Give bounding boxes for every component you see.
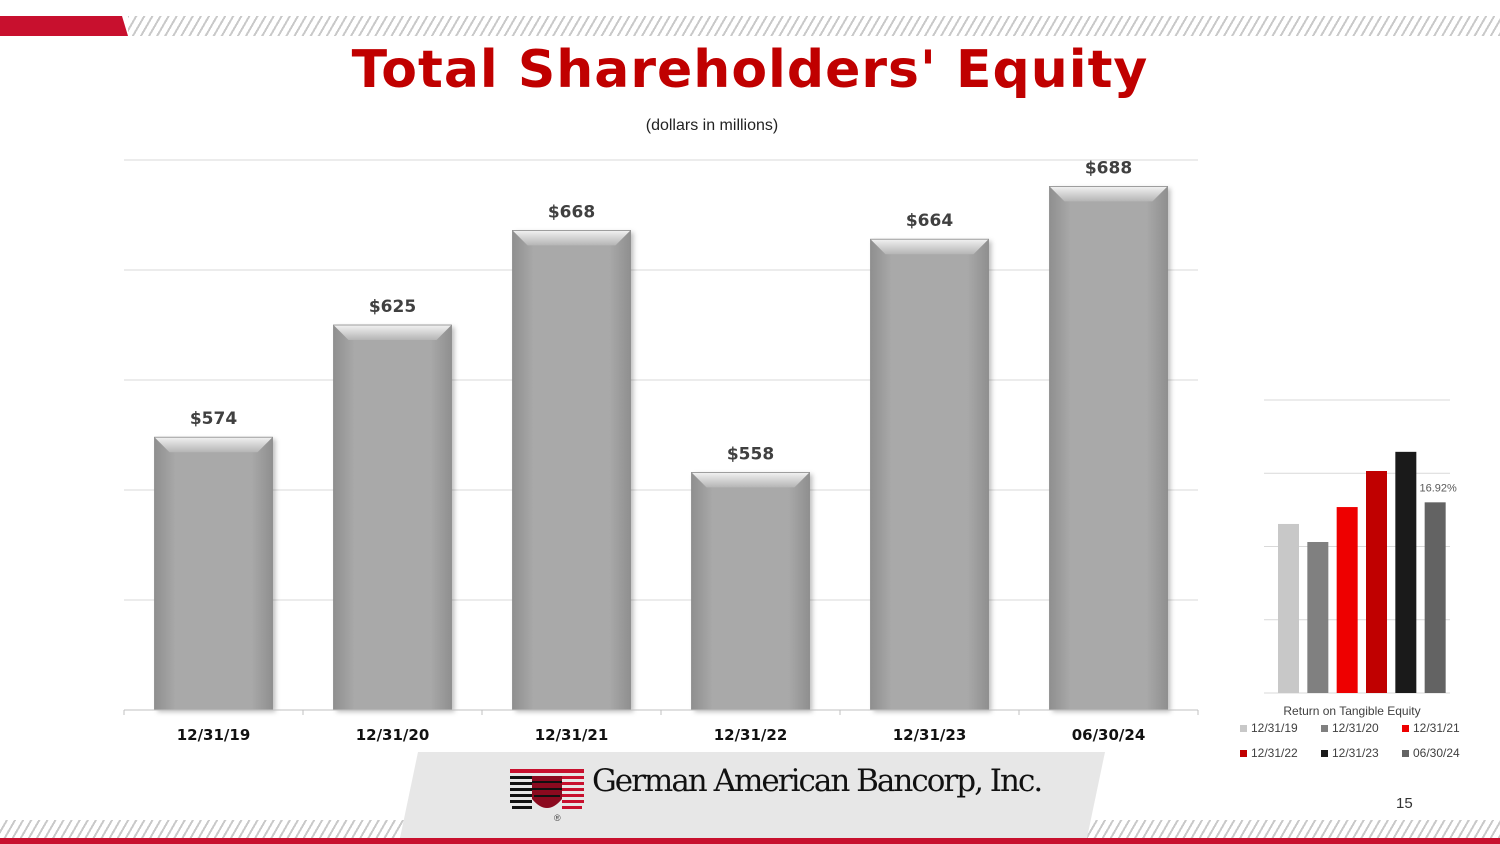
- legend-label: 12/31/21: [1413, 721, 1460, 735]
- x-tick-label: 06/30/24: [1072, 726, 1146, 744]
- rote-bar: [1424, 502, 1446, 693]
- legend-swatch: [1321, 750, 1328, 757]
- header-hatch-band: [128, 16, 1500, 36]
- bar-value-label: $668: [548, 202, 595, 222]
- equity-bar: [154, 436, 273, 711]
- legend-swatch: [1402, 750, 1409, 757]
- x-tick-label: 12/31/23: [893, 726, 967, 744]
- legend-label: 12/31/23: [1332, 746, 1379, 760]
- page-number: 15: [1396, 795, 1413, 812]
- equity-bar: [691, 471, 810, 711]
- legend-label: 12/31/22: [1251, 746, 1298, 760]
- legend-swatch: [1402, 725, 1409, 732]
- company-logo-icon: [510, 769, 584, 809]
- rote-bar: [1278, 523, 1299, 693]
- bar-value-label: $688: [1085, 158, 1132, 178]
- slide-subtitle: (dollars in millions): [645, 117, 779, 134]
- bar-value-label: $558: [727, 444, 774, 464]
- rote-bar: [1366, 470, 1387, 693]
- bar-value-label: $664: [906, 211, 953, 231]
- company-name: German American Bancorp, Inc.: [592, 763, 1043, 799]
- footer-hatch-right: [1085, 820, 1500, 838]
- footer-red-line: [0, 838, 1500, 844]
- legend-label: 12/31/19: [1251, 721, 1298, 735]
- equity-bar: [512, 230, 631, 711]
- rote-bar: [1307, 541, 1329, 693]
- slide-title: Total Shareholders' Equity: [351, 40, 1149, 100]
- x-tick-label: 12/31/21: [535, 726, 609, 744]
- equity-bar-chart: $574 $625 $668 $558 $664 $688 12/31/19 12/31/2…: [123, 158, 1199, 744]
- rote-bar: [1395, 451, 1417, 693]
- rote-mini-chart: 16.92% Return on Tangible Equity 12/31/1…: [1240, 399, 1460, 760]
- bar-value-label: $574: [190, 409, 237, 429]
- legend-swatch: [1240, 725, 1247, 732]
- x-tick-label: 12/31/20: [356, 726, 430, 744]
- registered-mark: ®: [554, 813, 561, 823]
- equity-bar: [333, 324, 452, 711]
- bar-value-label: $625: [369, 297, 416, 317]
- x-tick-label: 12/31/19: [177, 726, 251, 744]
- equity-bar: [1049, 186, 1168, 711]
- equity-bar: [870, 238, 989, 711]
- legend-label: 12/31/20: [1332, 721, 1379, 735]
- header-red-tab: [0, 16, 128, 36]
- legend-swatch: [1240, 750, 1247, 757]
- footer-hatch-left: [0, 820, 410, 838]
- x-tick-label: 12/31/22: [714, 726, 788, 744]
- legend-label: 06/30/24: [1413, 746, 1460, 760]
- rote-bar: [1336, 507, 1358, 693]
- rote-annotation-label: 16.92%: [1420, 482, 1458, 494]
- legend-swatch: [1321, 725, 1328, 732]
- rote-chart-title: Return on Tangible Equity: [1283, 704, 1420, 718]
